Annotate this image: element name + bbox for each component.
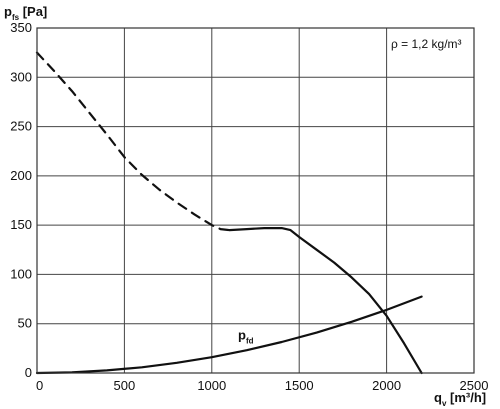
x-tick-label: 1500 — [285, 378, 314, 393]
y-tick-label: 100 — [10, 266, 32, 281]
plot-frame — [36, 27, 475, 374]
x-tick-label: 500 — [114, 378, 136, 393]
x-axis-label: qv [m³/h] — [434, 390, 486, 408]
y-tick-label: 250 — [10, 119, 32, 134]
series-group — [35, 51, 423, 375]
y-tick-label: 0 — [25, 365, 32, 380]
y-tick-label: 350 — [10, 20, 32, 35]
y-tick-label: 300 — [10, 69, 32, 84]
density-annotation: ρ = 1,2 kg/m³ — [391, 37, 462, 51]
x-tick-label: 2500 — [460, 378, 489, 393]
y-tick-label: 200 — [10, 168, 32, 183]
tick-labels: 0 500 1000 1500 2000 2500 0 50 100 150 200 250 300 35… — [10, 20, 488, 393]
series-line-1 — [35, 51, 231, 232]
y-axis-label: pfs [Pa] — [4, 4, 47, 22]
y-tick-label: 50 — [18, 316, 32, 331]
x-tick-label: 2000 — [372, 378, 401, 393]
x-tick-label: 0 — [36, 378, 43, 393]
grid — [37, 28, 474, 373]
y-tick-label: 150 — [10, 217, 32, 232]
series-line-3 — [35, 295, 423, 375]
series-label-pfd: pfd — [238, 327, 254, 345]
series-line-2 — [228, 227, 423, 375]
x-tick-label: 1000 — [197, 378, 226, 393]
